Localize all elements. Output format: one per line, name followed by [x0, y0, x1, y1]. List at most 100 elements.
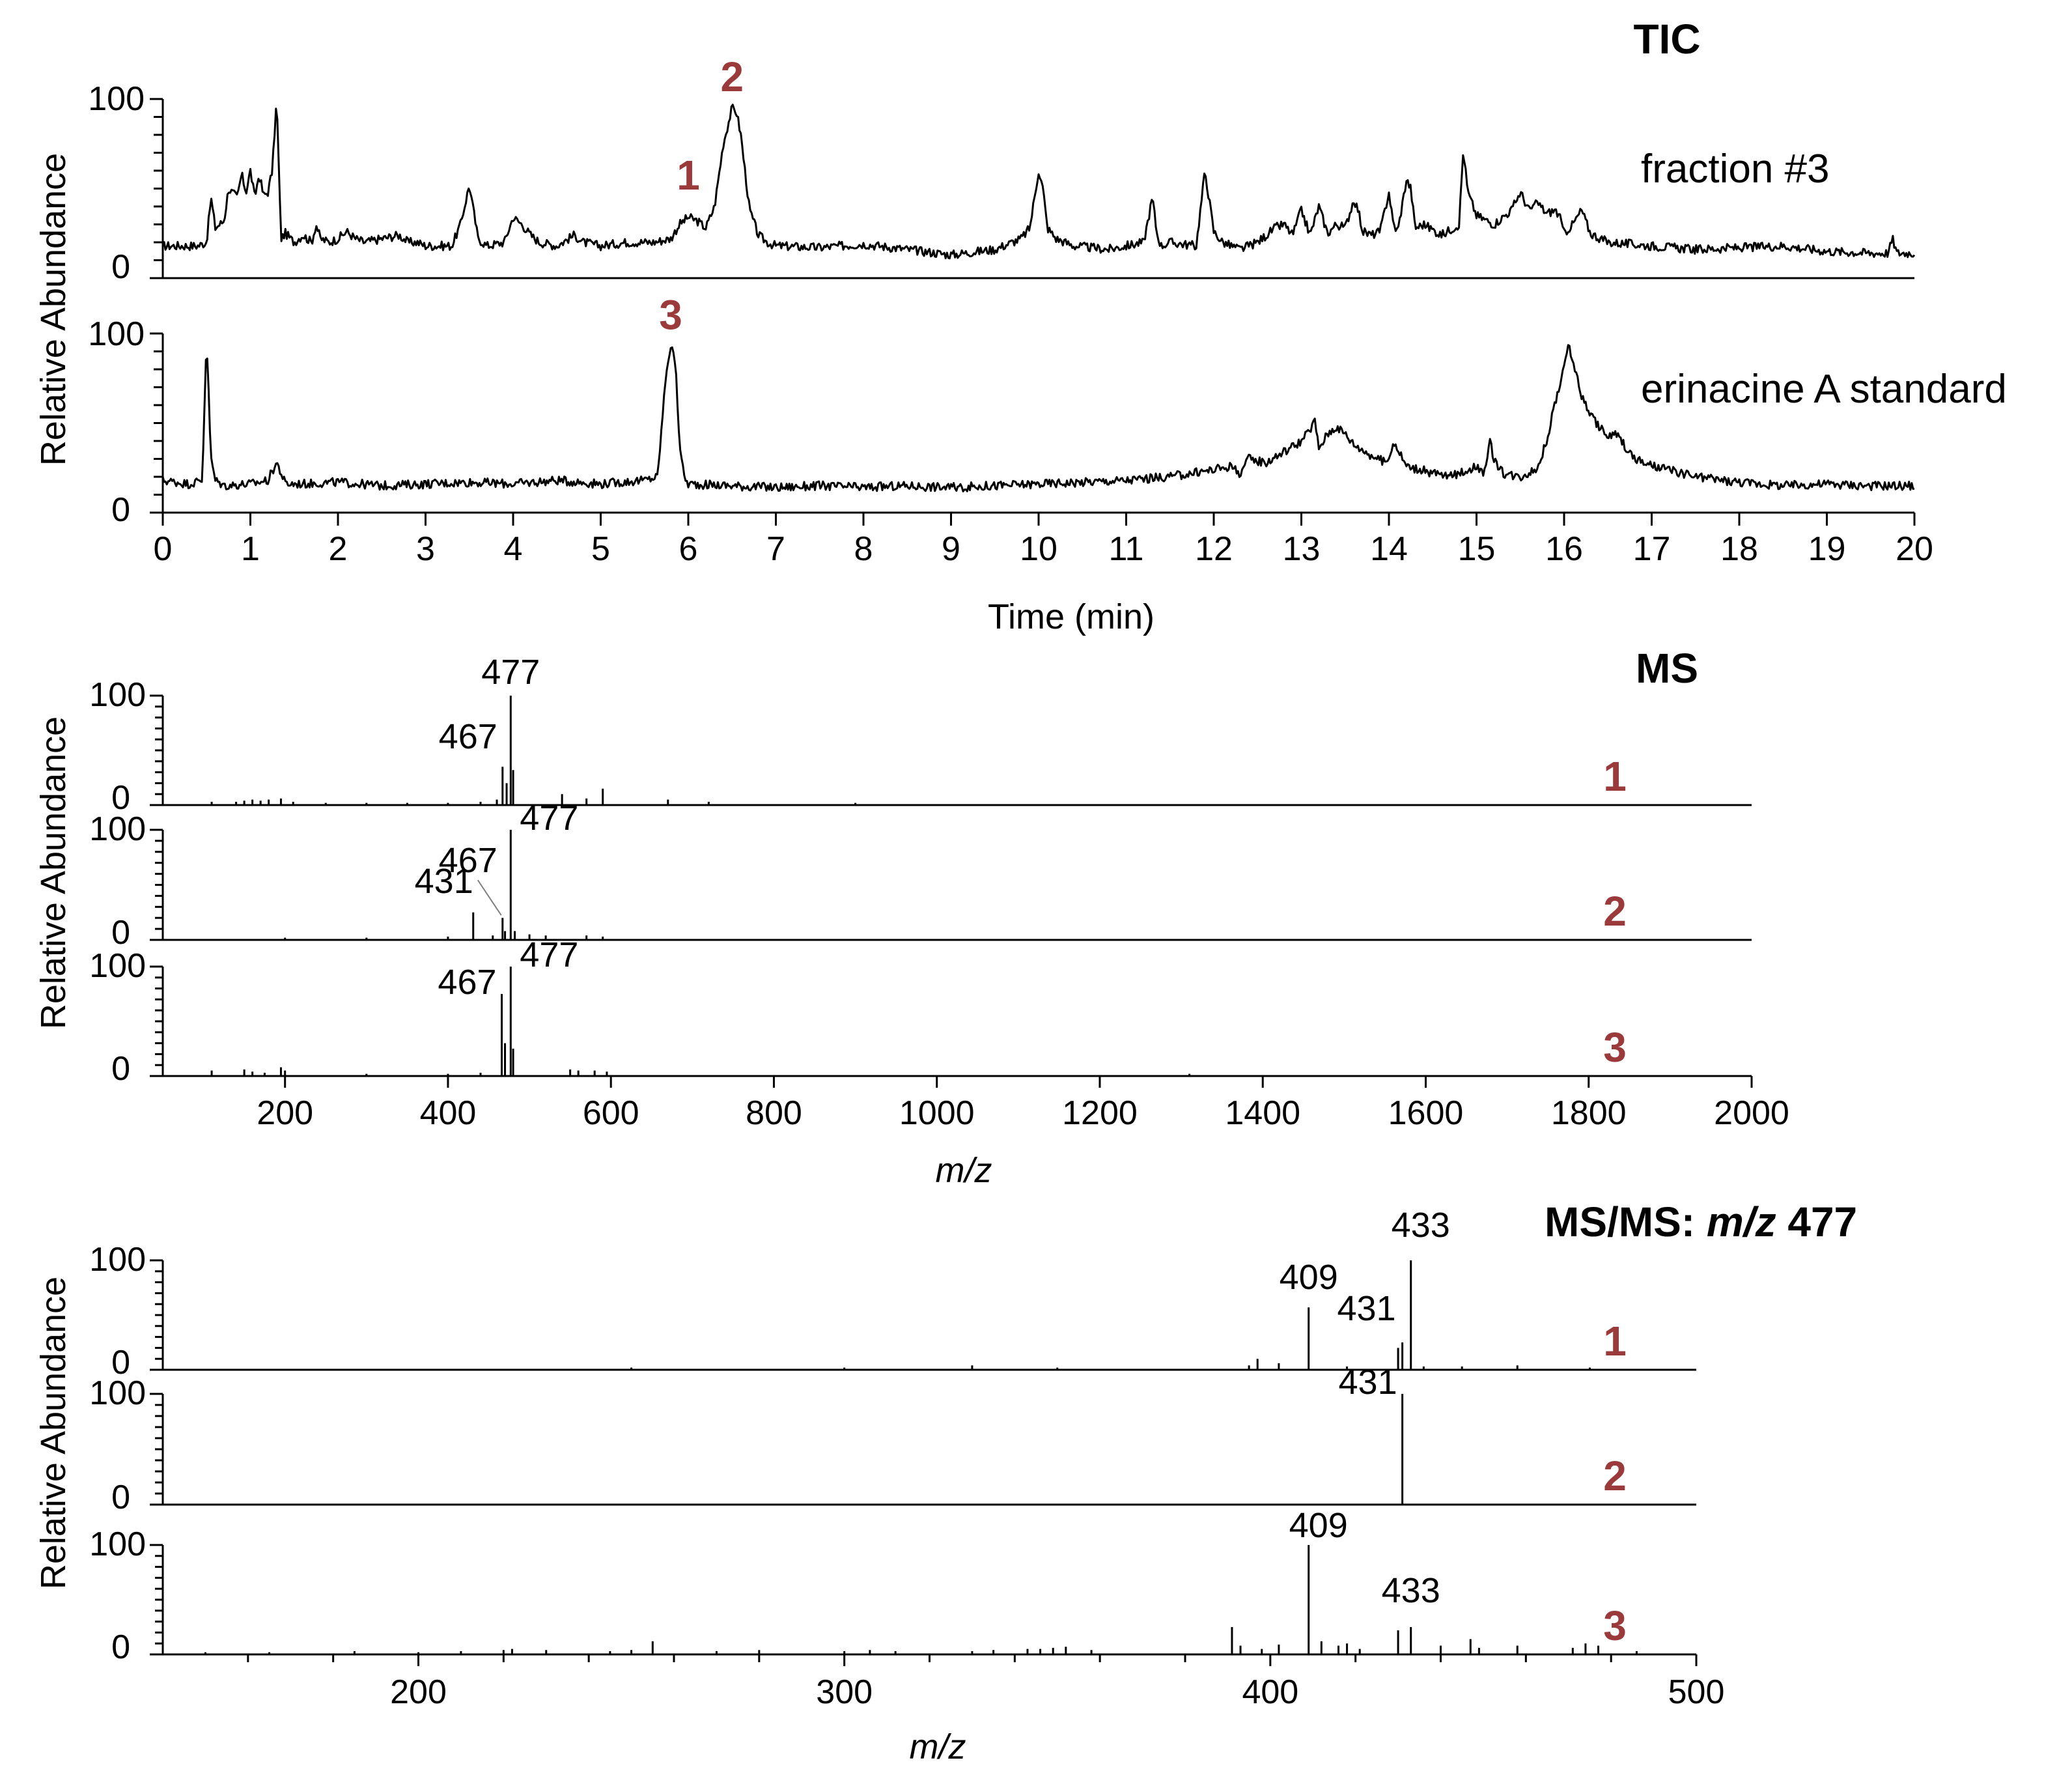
peak-label: 409	[1280, 1258, 1338, 1297]
tic-x-tick-label: 9	[942, 530, 960, 568]
tic-panel: TIC 100 0 fraction #3 100 0	[34, 16, 2007, 636]
tic-x-tick-label: 6	[679, 530, 698, 568]
tic-x-tick-label: 4	[504, 530, 523, 568]
tic-x-tick-label: 13	[1283, 530, 1321, 568]
x-tick-label: 1000	[899, 1094, 975, 1132]
ms-y-axis-title: Relative Abundance	[34, 716, 73, 1029]
peak-label: 431	[1337, 1289, 1396, 1328]
tic-trace-1-y-tick-label-100: 100	[88, 80, 145, 118]
msms-title-prefix: MS/MS:	[1545, 1198, 1707, 1245]
y-tick-label-100: 100	[89, 1241, 146, 1279]
peak-label: 477	[520, 935, 578, 974]
msms-title-suffix: 477	[1776, 1198, 1858, 1245]
tic-trace-erinacine-a-standard	[161, 344, 1915, 492]
peak-label-leader	[477, 879, 502, 916]
y-tick-label-100: 100	[89, 1374, 146, 1412]
y-tick-label-100: 100	[89, 1525, 146, 1563]
x-tick-label: 400	[1242, 1673, 1298, 1711]
peak-label: 433	[1392, 1206, 1450, 1245]
peak-label: 431	[1339, 1363, 1397, 1402]
tic-x-tick-label: 7	[766, 530, 785, 568]
spectrum-marker: 2	[1603, 1452, 1627, 1499]
ms-x-axis-title: m/z	[936, 1151, 992, 1190]
x-tick-label: 300	[816, 1673, 873, 1711]
y-tick-label-100: 100	[89, 947, 146, 985]
y-tick-label-100: 100	[89, 676, 146, 714]
tic-x-tick-label: 12	[1195, 530, 1233, 568]
x-tick-label: 600	[583, 1094, 639, 1132]
tic-x-tick-label: 5	[591, 530, 610, 568]
tic-x-tick-label: 10	[1020, 530, 1057, 568]
spectrum-marker: 1	[1603, 753, 1627, 800]
tic-x-ticks: 0 1 2 3 4 5 6 7 8 9 10 11 12 13 14 15 16 17 18 19 20	[154, 513, 1933, 568]
msms-y-axis-title: Relative Abundance	[34, 1277, 73, 1589]
spectrum-marker: 3	[1603, 1024, 1627, 1071]
x-tick-label: 800	[746, 1094, 802, 1132]
tic-x-tick-label: 11	[1109, 530, 1144, 568]
tic-title: TIC	[1633, 16, 1700, 63]
x-tick-label: 1600	[1388, 1094, 1464, 1132]
tic-trace-2-label: erinacine A standard	[1641, 367, 2007, 412]
tic-x-tick-label: 16	[1545, 530, 1583, 568]
tic-x-tick-label: 0	[154, 530, 173, 568]
peak-label: 433	[1382, 1571, 1440, 1610]
x-tick-label: 1800	[1551, 1094, 1627, 1132]
tic-x-axis-title: Time (min)	[988, 597, 1155, 636]
x-tick-label: 2000	[1714, 1094, 1789, 1132]
tic-peak-marker: 3	[659, 291, 682, 338]
tic-x-tick-label: 17	[1633, 530, 1671, 568]
peak-label: 409	[1289, 1506, 1348, 1545]
tic-trace-2-y-tick-label-0: 0	[111, 491, 130, 529]
tic-peak-marker: 2	[720, 53, 744, 100]
y-tick-label-0: 0	[111, 1479, 130, 1516]
peak-label: 467	[439, 841, 497, 880]
peak-label: 431	[415, 862, 473, 901]
ms-x-ticks: 200 400 600 800 1000 1200 1400 1600 1800 2000	[257, 1076, 1789, 1132]
msms-x-axis-title: m/z	[910, 1727, 966, 1766]
tic-x-tick-label: 20	[1896, 530, 1933, 568]
tic-trace-2-y-tick-label-100: 100	[88, 315, 145, 353]
peak-label: 477	[481, 653, 540, 692]
y-tick-label-0: 0	[111, 1344, 130, 1381]
peak-label: 467	[438, 963, 496, 1002]
tic-trace-1-y-tick-label-0: 0	[111, 248, 130, 286]
tic-trace-fraction-3	[162, 104, 1916, 260]
tic-x-tick-label: 18	[1720, 530, 1758, 568]
tic-x-tick-label: 15	[1458, 530, 1496, 568]
peak-label: 467	[439, 717, 497, 756]
ms-title: MS	[1636, 645, 1698, 692]
x-tick-label: 200	[390, 1673, 447, 1711]
tic-x-tick-label: 14	[1370, 530, 1408, 568]
tic-peak-markers: 1 2 3	[659, 53, 744, 339]
y-tick-label-0: 0	[111, 1050, 130, 1088]
tic-x-tick-label: 8	[854, 530, 873, 568]
tic-x-tick-label: 19	[1808, 530, 1846, 568]
tic-x-tick-label: 2	[329, 530, 348, 568]
x-tick-label: 400	[420, 1094, 477, 1132]
msms-title: MS/MS: m/z 477	[1545, 1198, 1857, 1245]
y-tick-label-0: 0	[111, 779, 130, 817]
spectrum-marker: 3	[1603, 1602, 1627, 1649]
y-tick-label-100: 100	[89, 810, 146, 848]
msms-title-italic: m/z	[1707, 1198, 1776, 1245]
tic-peak-marker: 1	[677, 152, 700, 199]
y-tick-label-0: 0	[111, 914, 130, 952]
x-tick-label: 1200	[1062, 1094, 1138, 1132]
msms-x-ticks: 200 300 400 500	[247, 1654, 1725, 1711]
x-tick-label: 1400	[1225, 1094, 1300, 1132]
tic-y-axis-title: Relative Abundance	[34, 153, 73, 466]
y-tick-label-0: 0	[111, 1628, 130, 1666]
x-tick-label: 200	[257, 1094, 313, 1132]
tic-x-tick-label: 3	[416, 530, 435, 568]
spectrum-marker: 1	[1603, 1318, 1627, 1365]
x-tick-label: 500	[1668, 1673, 1725, 1711]
peak-label: 477	[520, 799, 578, 838]
tic-trace-1-label: fraction #3	[1641, 147, 1830, 191]
tic-x-tick-label: 1	[241, 530, 260, 568]
spectrum-marker: 2	[1603, 888, 1627, 935]
